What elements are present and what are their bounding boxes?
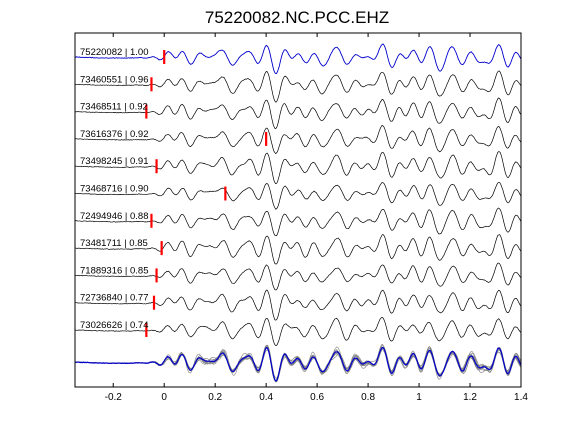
- trace-line: [74, 234, 522, 265]
- overlay-stack-group: [74, 343, 522, 383]
- chart-title: 75220082.NC.PCC.EHZ: [205, 8, 389, 27]
- trace-label: 73460551 | 0.96: [80, 74, 149, 85]
- trace-group: [74, 43, 522, 346]
- reference-trace: [74, 43, 522, 75]
- trace-label: 71889316 | 0.85: [80, 265, 149, 276]
- stack-trace: [74, 345, 522, 383]
- trace-label: 73616376 | 0.92: [80, 129, 149, 140]
- trace-label: 73481711 | 0.85: [80, 238, 148, 249]
- trace-label-group: 75220082 | 1.00 73460551 | 0.96 73468511 |…: [80, 47, 149, 331]
- trace-line: [74, 97, 522, 130]
- trace-label: 73468511 | 0.92: [80, 102, 148, 113]
- trace-line: [74, 262, 522, 291]
- trace-line: [74, 70, 522, 103]
- trace-label: 72736840 | 0.77: [80, 293, 149, 304]
- x-tick-label: 0.6: [310, 392, 324, 403]
- trace-line: [74, 182, 522, 210]
- trace-label: 75220082 | 1.00: [80, 47, 149, 58]
- trace-label: 73026626 | 0.74: [80, 320, 149, 331]
- x-tick-label: -0.2: [105, 392, 123, 403]
- trace-label: 72494946 | 0.88: [80, 211, 149, 222]
- stack-reference-trace: [74, 346, 522, 382]
- x-tick-label: 1: [416, 392, 422, 403]
- x-tick-label: 0: [161, 392, 167, 403]
- x-tick-label: 0.2: [208, 392, 222, 403]
- trace-line: [74, 151, 522, 185]
- x-tick-label: 0.8: [361, 392, 375, 403]
- trace-line: [74, 289, 522, 321]
- x-axis: -0.2 0 0.2 0.4 0.6 0.8 1 1.2 1.4: [105, 33, 528, 403]
- plot-frame: [74, 32, 522, 388]
- trace-line: [74, 317, 522, 346]
- trace-line: [74, 207, 522, 237]
- x-tick-label: 1.2: [463, 392, 477, 403]
- x-tick-label: 0.4: [259, 392, 273, 403]
- x-tick-label: 1.4: [514, 392, 528, 403]
- trace-label: 73498245 | 0.91: [80, 156, 149, 167]
- trace-label: 73468716 | 0.90: [80, 184, 149, 195]
- trace-line: [74, 125, 522, 155]
